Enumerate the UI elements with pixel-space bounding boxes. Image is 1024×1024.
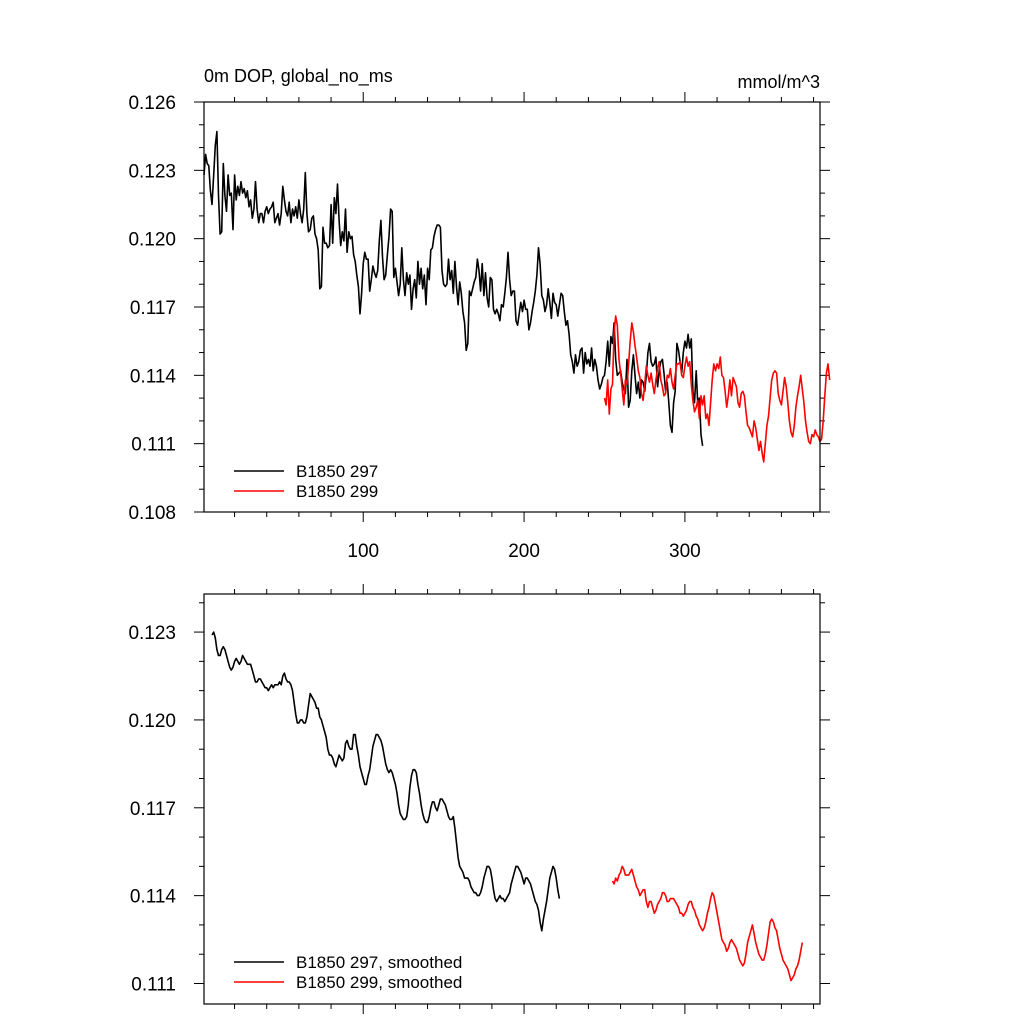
- y-tick-label: 0.114: [130, 366, 177, 387]
- legend-label-297-smoothed: B1850 297, smoothed: [296, 953, 462, 972]
- series-line-smoothed-299: [611, 865, 804, 982]
- bottom-panel: 0.123 0.120 0.117 0.114 0.111 B1850 297, smo…: [128, 584, 830, 1014]
- y-tick-label: 0.108: [128, 503, 176, 524]
- top-ticks: [194, 92, 830, 522]
- legend-label-297: B1850 297: [296, 462, 378, 481]
- bottom-y-tick-labels: 0.123 0.120 0.117 0.114 0.111: [128, 623, 176, 995]
- x-tick-label: 200: [508, 541, 540, 562]
- y-tick-label: 0.117: [130, 799, 176, 820]
- top-series: [203, 130, 831, 463]
- x-tick-label: 300: [669, 541, 701, 562]
- top-panel: 0m DOP, global_no_ms mmol/m^3 0.126 0.123…: [128, 66, 831, 562]
- legend-label-299: B1850 299: [296, 482, 378, 501]
- y-tick-label: 0.111: [131, 975, 176, 996]
- y-tick-label: 0.120: [128, 230, 176, 251]
- bottom-ticks: [194, 584, 830, 1014]
- y-tick-label: 0.120: [128, 711, 176, 732]
- y-tick-label: 0.117: [130, 298, 176, 319]
- bottom-plot-frame: [203, 593, 821, 1005]
- y-tick-label: 0.123: [128, 623, 176, 644]
- y-tick-label: 0.123: [128, 161, 176, 182]
- series-line-smoothed-297: [211, 631, 561, 932]
- bottom-series: [211, 631, 804, 982]
- y-tick-label: 0.111: [131, 435, 176, 456]
- top-x-tick-labels: 100 200 300: [347, 541, 700, 562]
- x-tick-label: 100: [347, 541, 379, 562]
- top-y-tick-labels: 0.126 0.123 0.120 0.117 0.114 0.111 0.108: [128, 93, 176, 524]
- bottom-legend: B1850 297, smoothed B1850 299, smoothed: [234, 953, 462, 992]
- top-legend: B1850 297 B1850 299: [234, 462, 378, 501]
- series-line-297: [203, 130, 704, 447]
- units-label: mmol/m^3: [738, 72, 820, 92]
- top-plot-frame: [203, 101, 821, 513]
- legend-label-299-smoothed: B1850 299, smoothed: [296, 973, 462, 992]
- y-tick-label: 0.126: [128, 93, 176, 114]
- chart-title: 0m DOP, global_no_ms: [204, 66, 393, 87]
- series-line-299: [603, 315, 831, 463]
- y-tick-label: 0.114: [130, 887, 177, 908]
